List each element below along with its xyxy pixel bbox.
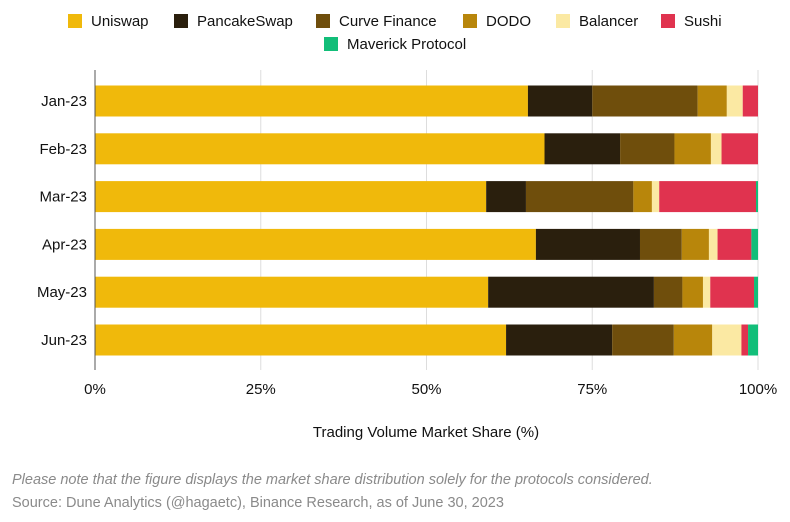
bar-5-2 xyxy=(612,324,674,356)
bar-4-6 xyxy=(754,276,758,308)
bar-1-2 xyxy=(620,133,675,165)
y-tick-label-5: Jun-23 xyxy=(41,332,87,349)
bar-5-5 xyxy=(741,324,749,356)
source-note: Source: Dune Analytics (@hagaetc), Binan… xyxy=(12,495,504,511)
y-tick-label-0: Jan-23 xyxy=(41,93,87,110)
bar-3-4 xyxy=(708,228,718,260)
legend-label-5: Sushi xyxy=(684,13,722,30)
bar-5-1 xyxy=(506,324,613,356)
bar-3-3 xyxy=(681,228,709,260)
bar-0-3 xyxy=(697,85,727,117)
legend-label-0: Uniswap xyxy=(91,13,149,30)
bar-4-2 xyxy=(653,276,683,308)
bar-1-0 xyxy=(95,133,545,165)
bar-1-1 xyxy=(544,133,621,165)
bar-3-6 xyxy=(751,228,758,260)
x-tick-labels: 0% 25% 50% 75% 100% xyxy=(84,381,777,398)
bar-2-6 xyxy=(756,181,758,213)
bar-0-1 xyxy=(527,85,593,117)
bar-4-1 xyxy=(488,276,654,308)
footnote: Please note that the figure displays the… xyxy=(12,472,653,488)
legend-label-4: Balancer xyxy=(579,13,638,30)
bar-3-5 xyxy=(717,228,752,260)
bar-4-3 xyxy=(682,276,703,308)
bar-4-5 xyxy=(710,276,755,308)
legend-label-1: PancakeSwap xyxy=(197,13,293,30)
legend-swatch-1 xyxy=(174,14,188,28)
bar-5-0 xyxy=(95,324,507,356)
bar-2-1 xyxy=(486,181,526,213)
bar-5-6 xyxy=(748,324,758,356)
y-tick-labels: Jan-23 Feb-23 Mar-23 Apr-23 May-23 Jun-23 xyxy=(37,93,87,349)
bar-2-0 xyxy=(95,181,487,213)
bar-2-5 xyxy=(659,181,757,213)
bar-0-5 xyxy=(742,85,758,117)
legend-label-6: Maverick Protocol xyxy=(347,36,466,53)
bar-1-4 xyxy=(710,133,722,165)
y-tick-label-3: Apr-23 xyxy=(42,236,87,253)
bar-0-2 xyxy=(592,85,698,117)
bar-4-4 xyxy=(702,276,711,308)
bar-3-2 xyxy=(639,228,682,260)
legend-label-2: Curve Finance xyxy=(339,13,437,30)
grid-lines xyxy=(260,70,759,370)
bars xyxy=(95,85,758,356)
bar-5-4 xyxy=(712,324,742,356)
bar-2-4 xyxy=(651,181,660,213)
legend-swatch-5 xyxy=(661,14,675,28)
bar-4-0 xyxy=(95,276,489,308)
bar-0-4 xyxy=(726,85,743,117)
legend-swatch-4 xyxy=(556,14,570,28)
y-tick-label-1: Feb-23 xyxy=(39,141,87,158)
bar-2-3 xyxy=(633,181,652,213)
bar-5-3 xyxy=(673,324,713,356)
x-tick-label-3: 75% xyxy=(577,381,607,398)
legend-swatch-6 xyxy=(324,37,338,51)
bar-2-2 xyxy=(525,181,634,213)
bar-3-0 xyxy=(95,228,536,260)
x-axis-label: Trading Volume Market Share (%) xyxy=(313,424,539,441)
y-tick-label-2: Mar-23 xyxy=(39,189,87,206)
legend-label-3: DODO xyxy=(486,13,531,30)
legend-swatch-0 xyxy=(68,14,82,28)
x-tick-label-1: 25% xyxy=(246,381,276,398)
bar-3-1 xyxy=(535,228,640,260)
legend-swatch-3 xyxy=(463,14,477,28)
bar-1-5 xyxy=(721,133,758,165)
legend: Uniswap PancakeSwap Curve Finance DODO Balan… xyxy=(68,13,722,53)
x-tick-label-4: 100% xyxy=(739,381,777,398)
bar-0-0 xyxy=(95,85,528,117)
x-tick-label-2: 50% xyxy=(411,381,441,398)
x-tick-label-0: 0% xyxy=(84,381,106,398)
bar-1-3 xyxy=(674,133,711,165)
legend-swatch-2 xyxy=(316,14,330,28)
y-tick-label-4: May-23 xyxy=(37,284,87,301)
stacked-bar-chart: Uniswap PancakeSwap Curve Finance DODO Balan… xyxy=(37,13,777,441)
